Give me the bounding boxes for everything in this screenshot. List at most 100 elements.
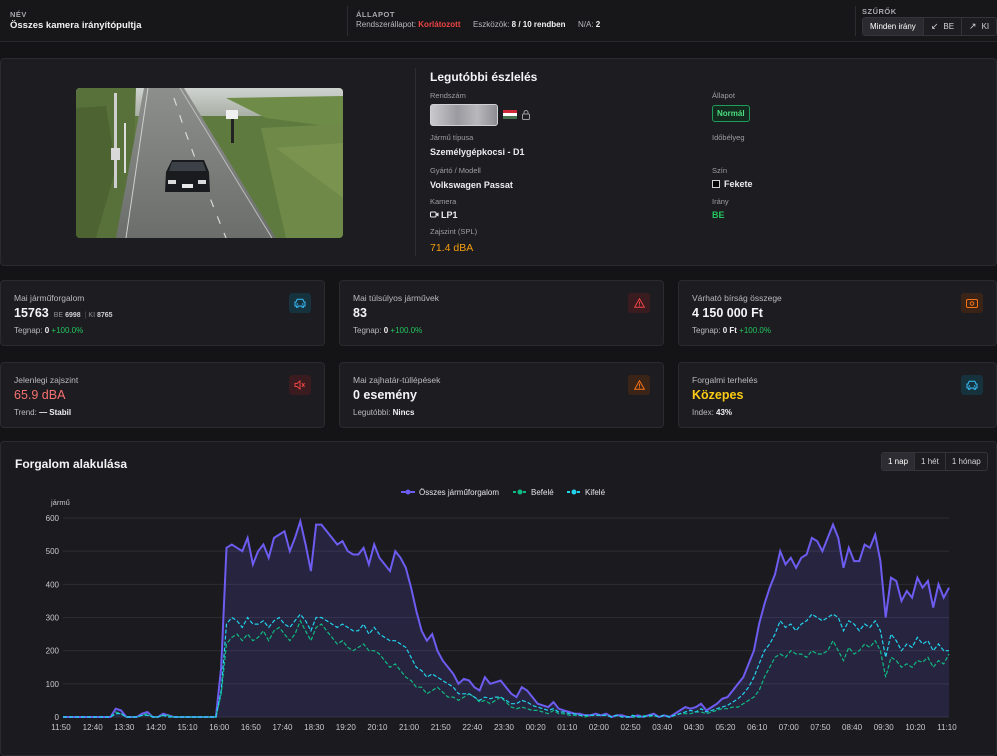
x-tick-label: 22:40 [462, 723, 483, 732]
y-tick-label: 200 [46, 647, 60, 656]
license-plate-image[interactable] [430, 104, 498, 126]
range-1-day-button[interactable]: 1 nap [882, 453, 916, 470]
x-tick-label: 18:30 [304, 723, 325, 732]
warning-icon [628, 375, 650, 395]
x-tick-label: 06:10 [747, 723, 768, 732]
x-tick-label: 03:40 [652, 723, 673, 732]
filter-in-button[interactable]: ↙ BE [923, 18, 963, 35]
hungary-flag-icon [503, 110, 517, 119]
timestamp-label: Időbélyeg [712, 133, 745, 142]
camera-value: LP1 [430, 210, 458, 220]
traffic-load-card: Forgalmi terhelés Közepes Index: 43% [678, 362, 997, 428]
x-tick-label: 11:50 [51, 723, 71, 732]
status-label: Állapot [712, 91, 735, 100]
dashboard-title: Összes kamera irányítópultja [10, 20, 142, 31]
lock-icon[interactable] [522, 110, 530, 122]
card-value: 15763 BE 6998 | KI 8765 [14, 306, 113, 320]
state-label: ÁLLAPOT [356, 10, 395, 19]
devices-value: 8 / 10 rendben [511, 20, 566, 29]
current-noise-card: Jelenlegi zajszint 65.9 dBA Trend: — Sta… [0, 362, 325, 428]
card-title: Jelenlegi zajszint [14, 375, 79, 385]
x-tick-label: 05:20 [715, 723, 736, 732]
legend-label: Összes járműforgalom [419, 488, 499, 497]
x-tick-label: 14:20 [146, 723, 167, 732]
x-tick-label: 07:00 [779, 723, 800, 732]
car-icon [289, 293, 311, 313]
card-subtext: Index: 43% [692, 408, 733, 417]
card-value: Közepes [692, 388, 744, 402]
y-tick-label: 400 [46, 580, 60, 589]
system-status-line: Rendszerállapot: Korlátozott Eszközök: 8… [356, 20, 600, 29]
y-tick-label: 600 [46, 514, 60, 523]
x-tick-label: 09:30 [874, 723, 895, 732]
x-tick-label: 17:40 [272, 723, 293, 732]
legend-label: Kifelé [585, 488, 606, 497]
x-tick-label: 01:10 [557, 723, 578, 732]
system-state-label: Rendszerállapot: [356, 20, 417, 29]
detection-title: Legutóbbi észlelés [430, 70, 538, 84]
filter-all-directions-button[interactable]: Minden irány [863, 18, 924, 35]
card-title: Mai túlsúlyos járművek [353, 293, 439, 303]
x-tick-label: 02:50 [621, 723, 642, 732]
filter-out-button[interactable]: ↗ KI [962, 18, 997, 35]
x-tick-label: 12:40 [83, 723, 104, 732]
camera-snapshot[interactable] [76, 88, 343, 238]
daily-traffic-card: Mai járműforgalom 15763 BE 6998 | KI 8765 … [0, 280, 325, 346]
y-tick-label: 500 [46, 547, 60, 556]
x-tick-label: 16:50 [241, 723, 262, 732]
y-tick-label: 100 [46, 680, 60, 689]
arrow-up-right-icon: ↗ [969, 21, 977, 31]
latest-detection-panel: Legutóbbi észlelés Rendszám Jármű típusa… [0, 58, 997, 266]
legend-marker [571, 489, 577, 495]
y-tick-label: 300 [46, 614, 60, 623]
range-1-month-button[interactable]: 1 hónap [945, 453, 987, 470]
x-tick-label: 02:00 [589, 723, 610, 732]
x-tick-label: 04:30 [684, 723, 705, 732]
camera-label: Kamera [430, 197, 457, 206]
traffic-chart-panel: Forgalom alakulása 1 nap 1 hét 1 hónap 0… [0, 441, 997, 756]
legend-label: Befelé [531, 488, 554, 497]
card-subtext: Tegnap: 0 Ft +100.0% [692, 326, 771, 335]
overweight-vehicles-card: Mai túlsúlyos járművek 83 Tegnap: 0 +100… [339, 280, 664, 346]
card-subtext: Legutóbbi: Nincs [353, 408, 415, 417]
car-icon [961, 375, 983, 395]
card-value: 83 [353, 306, 367, 320]
status-badge: Normál [712, 105, 750, 122]
name-label: NÉV [10, 10, 27, 19]
x-tick-label: 00:20 [526, 723, 547, 732]
direction-value: BE [712, 210, 725, 220]
model-label: Gyártó / Modell [430, 166, 481, 175]
series-line [63, 613, 949, 718]
color-label: Szín [712, 166, 728, 175]
y-axis-label: jármű [50, 498, 70, 507]
traffic-line-chart[interactable]: 0 100 200 300 400 500 600 jármű 11:50 12:40 13:30 1… [1, 442, 996, 755]
money-icon [961, 293, 983, 313]
model-value: Volkswagen Passat [430, 180, 513, 190]
card-title: Mai járműforgalom [14, 293, 85, 303]
x-tick-label: 21:50 [431, 723, 452, 732]
range-1-week-button[interactable]: 1 hét [915, 453, 946, 470]
vehicle-type-label: Jármű típusa [430, 133, 474, 142]
filters-label: SZŰRŐK [862, 7, 897, 16]
top-bar: NÉV Összes kamera irányítópultja ÁLLAPOT… [0, 0, 997, 42]
card-title: Forgalmi terhelés [692, 375, 758, 385]
x-tick-label: 16:00 [209, 723, 230, 732]
car-image [165, 160, 210, 192]
arrow-down-left-icon: ↙ [930, 21, 939, 31]
x-tick-label: 23:30 [494, 723, 515, 732]
legend-marker [405, 489, 411, 495]
chart-title: Forgalom alakulása [15, 457, 128, 471]
divider [415, 68, 416, 256]
y-tick-label: 0 [55, 713, 60, 722]
legend-marker [517, 489, 523, 495]
divider [855, 6, 856, 36]
card-value: 4 150 000 Ft [692, 306, 763, 320]
color-swatch [712, 180, 720, 188]
na-value: 2 [595, 20, 601, 29]
expected-fine-card: Várható bírság összege 4 150 000 Ft Tegn… [678, 280, 997, 346]
camera-icon [430, 211, 439, 218]
range-selector: 1 nap 1 hét 1 hónap [881, 452, 988, 471]
card-value: 0 esemény [353, 388, 417, 402]
x-tick-label: 21:00 [399, 723, 420, 732]
x-tick-label: 13:30 [114, 723, 135, 732]
